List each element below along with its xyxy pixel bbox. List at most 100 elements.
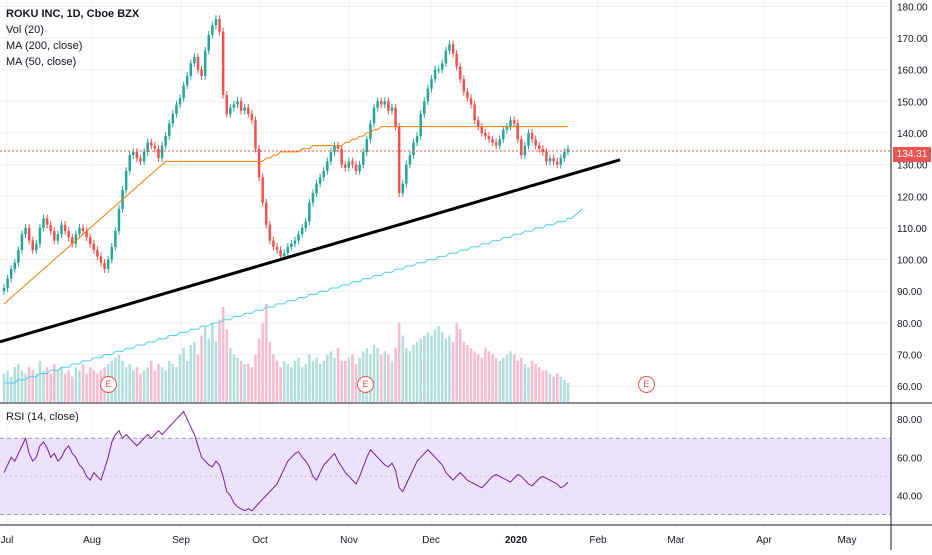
candle-body xyxy=(311,193,315,203)
candle-body xyxy=(272,240,275,247)
candle-body xyxy=(218,18,221,32)
volume-bar xyxy=(401,335,405,402)
volume-bar xyxy=(257,338,261,402)
symbol-title[interactable]: ROKU INC, 1D, Cboe BZX xyxy=(6,8,140,20)
volume-bar xyxy=(167,360,171,402)
candle-body xyxy=(361,151,365,165)
candle-body xyxy=(563,151,566,159)
candle-body xyxy=(232,104,236,108)
ma50-line xyxy=(3,126,568,305)
candle-body xyxy=(264,202,268,225)
time-tick-label: Apr xyxy=(756,535,772,546)
price-tick-label: 100.00 xyxy=(897,256,928,267)
price-tick-label: 60.00 xyxy=(897,382,922,393)
volume-bar xyxy=(512,354,516,402)
candle-body xyxy=(96,250,99,257)
earnings-marker[interactable]: E xyxy=(357,376,374,393)
volume-bar xyxy=(153,370,157,402)
volume-bar xyxy=(175,367,178,402)
candle-body xyxy=(78,227,81,235)
candle-body xyxy=(164,136,167,146)
volume-bar xyxy=(31,370,34,402)
candle-body xyxy=(469,98,473,105)
candle-body xyxy=(354,164,358,171)
candle-body xyxy=(423,101,426,114)
volume-bar xyxy=(538,367,541,402)
volume-bar xyxy=(211,322,214,402)
earnings-marker[interactable]: E xyxy=(638,376,655,393)
volume-bar xyxy=(150,360,153,402)
volume-bar xyxy=(203,326,207,402)
volume-bar xyxy=(304,364,308,402)
volume-bar xyxy=(193,341,196,402)
volume-bar xyxy=(387,354,390,402)
candle-body xyxy=(412,142,415,156)
candle-body xyxy=(534,139,537,146)
candle-body xyxy=(458,66,462,80)
candle-body xyxy=(358,164,361,171)
candle-body xyxy=(372,107,376,124)
time-tick-label: Oct xyxy=(252,535,268,546)
volume-bar xyxy=(13,367,17,402)
volume-bar xyxy=(412,345,415,402)
price-tick-label: 90.00 xyxy=(897,287,922,298)
candle-body xyxy=(70,237,74,244)
volume-bar xyxy=(354,364,358,402)
study-ma200-label[interactable]: MA (200, close) xyxy=(6,40,83,52)
volume-bar xyxy=(45,367,49,402)
trendline xyxy=(0,158,621,344)
candle-body xyxy=(333,145,336,152)
candle-body xyxy=(261,177,264,203)
candle-body xyxy=(448,44,451,51)
candle-body xyxy=(160,145,164,159)
volume-bar xyxy=(35,373,38,402)
volume-bar xyxy=(164,370,167,402)
candle-body xyxy=(505,126,509,130)
volume-bar xyxy=(344,360,347,402)
volume-bar xyxy=(311,360,315,402)
candle-body xyxy=(444,50,448,64)
price-tick-label: 180.00 xyxy=(897,2,928,13)
volume-bar xyxy=(132,370,135,402)
candle-body xyxy=(344,164,347,168)
candle-body xyxy=(290,243,293,247)
candle-body xyxy=(114,231,117,247)
volume-bar xyxy=(250,367,254,402)
rsi-legend[interactable]: RSI (14, close) xyxy=(6,411,79,423)
candle-body xyxy=(347,161,351,168)
candle-body xyxy=(35,243,38,251)
candle-body xyxy=(247,107,250,114)
volume-bar xyxy=(326,354,329,402)
candle-body xyxy=(42,218,45,228)
volume-bar xyxy=(336,348,340,402)
candle-body xyxy=(397,126,401,194)
volume-bar xyxy=(394,348,397,402)
ma200-line xyxy=(4,208,583,384)
volume-bar xyxy=(462,341,466,402)
volume-bar xyxy=(315,357,318,402)
study-volume-label[interactable]: Vol (20) xyxy=(6,24,44,36)
candle-body xyxy=(9,269,13,279)
candle-body xyxy=(178,98,182,105)
volume-bar xyxy=(24,373,27,402)
candle-body xyxy=(394,107,397,127)
volume-bar xyxy=(372,345,376,402)
volume-bar xyxy=(437,326,440,402)
volume-bar xyxy=(185,360,189,402)
rsi-tick-label: 40.00 xyxy=(897,491,922,502)
candle-body xyxy=(441,63,444,70)
candle-body xyxy=(502,129,505,140)
study-ma50-label[interactable]: MA (50, close) xyxy=(6,56,77,68)
time-tick-label: Feb xyxy=(589,535,607,546)
volume-bar xyxy=(182,348,185,402)
volume-bar xyxy=(383,351,387,402)
volume-bar xyxy=(121,360,124,402)
candle-body xyxy=(326,161,329,171)
earnings-marker[interactable]: E xyxy=(100,376,117,393)
candle-body xyxy=(523,145,527,156)
candle-body xyxy=(297,234,300,241)
candle-body xyxy=(487,136,491,140)
volume-bar xyxy=(527,367,530,402)
